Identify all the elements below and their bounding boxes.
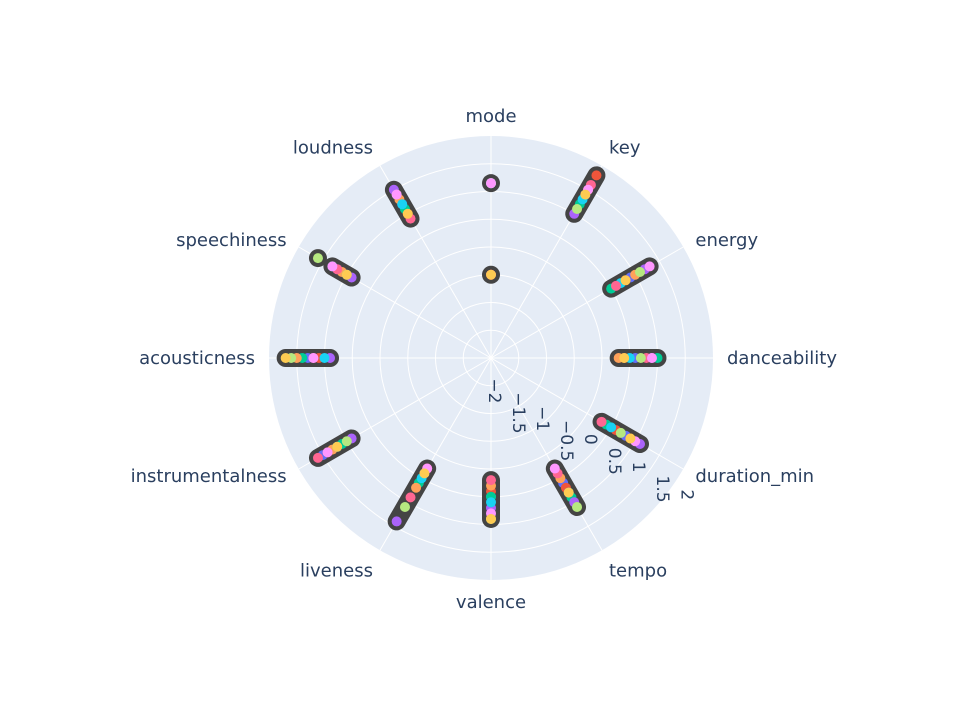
angular-axis-label: key bbox=[609, 138, 641, 159]
radial-tick-label: 1.5 bbox=[652, 476, 672, 503]
data-point bbox=[563, 487, 574, 498]
data-point bbox=[391, 516, 402, 527]
data-point bbox=[486, 513, 496, 524]
angular-gridline bbox=[490, 357, 684, 470]
data-point bbox=[322, 447, 333, 458]
angular-axis-label: valence bbox=[456, 592, 526, 613]
angular-gridline bbox=[490, 357, 603, 551]
data-point bbox=[341, 436, 352, 447]
data-point bbox=[619, 353, 630, 363]
data-point bbox=[486, 178, 496, 189]
radial-tick-label: −1 bbox=[532, 406, 552, 431]
angular-axis-label: tempo bbox=[609, 560, 667, 581]
data-point bbox=[332, 441, 343, 452]
radial-tick-label: −1.5 bbox=[508, 392, 528, 433]
data-point bbox=[572, 501, 583, 512]
data-point bbox=[635, 353, 646, 363]
data-point bbox=[280, 353, 291, 363]
data-point bbox=[646, 353, 657, 363]
radial-tick-label: −2 bbox=[484, 378, 504, 403]
data-point bbox=[580, 189, 591, 200]
data-point bbox=[486, 497, 496, 508]
data-point bbox=[620, 275, 631, 286]
data-point bbox=[419, 468, 430, 479]
data-point bbox=[411, 482, 422, 493]
data-point bbox=[486, 269, 496, 280]
radial-tick-label: 0.5 bbox=[604, 448, 624, 475]
data-series-layer bbox=[276, 166, 667, 531]
data-point bbox=[341, 269, 352, 280]
data-point bbox=[402, 208, 413, 219]
radial-tick-label: 1 bbox=[628, 462, 648, 473]
data-point bbox=[615, 427, 626, 438]
data-point bbox=[405, 492, 416, 503]
angular-axis-label: instrumentalness bbox=[131, 466, 287, 487]
data-series bbox=[308, 178, 657, 519]
data-point bbox=[486, 475, 496, 486]
data-point bbox=[549, 463, 560, 474]
data-point bbox=[327, 261, 338, 272]
data-point bbox=[606, 422, 617, 433]
data-point bbox=[610, 280, 621, 291]
angular-axis-label: energy bbox=[695, 230, 758, 251]
radial-tick-label: −0.5 bbox=[556, 420, 576, 461]
angular-axis-label: loudness bbox=[293, 138, 373, 159]
angular-axis-label: liveness bbox=[300, 560, 373, 581]
data-point bbox=[399, 501, 410, 512]
data-point bbox=[572, 204, 583, 215]
data-point bbox=[319, 353, 330, 363]
data-point bbox=[397, 199, 408, 210]
data-point bbox=[644, 261, 655, 272]
angular-axis-label: mode bbox=[465, 106, 516, 127]
data-point bbox=[308, 353, 319, 363]
data-point bbox=[591, 170, 602, 181]
data-point bbox=[596, 416, 607, 427]
angular-axis-label: acousticness bbox=[139, 348, 255, 369]
angular-axis-label: duration_min bbox=[695, 466, 814, 487]
data-point bbox=[625, 433, 636, 444]
data-point bbox=[312, 253, 323, 264]
data-point bbox=[634, 266, 645, 277]
radial-tick-label: 2 bbox=[676, 489, 696, 500]
data-point bbox=[312, 452, 323, 463]
radial-tick-label: 0 bbox=[580, 434, 600, 445]
angular-axis-label: danceability bbox=[727, 348, 837, 369]
angular-axis-label: speechiness bbox=[176, 230, 287, 251]
data-series bbox=[280, 189, 636, 524]
data-point bbox=[391, 189, 402, 200]
